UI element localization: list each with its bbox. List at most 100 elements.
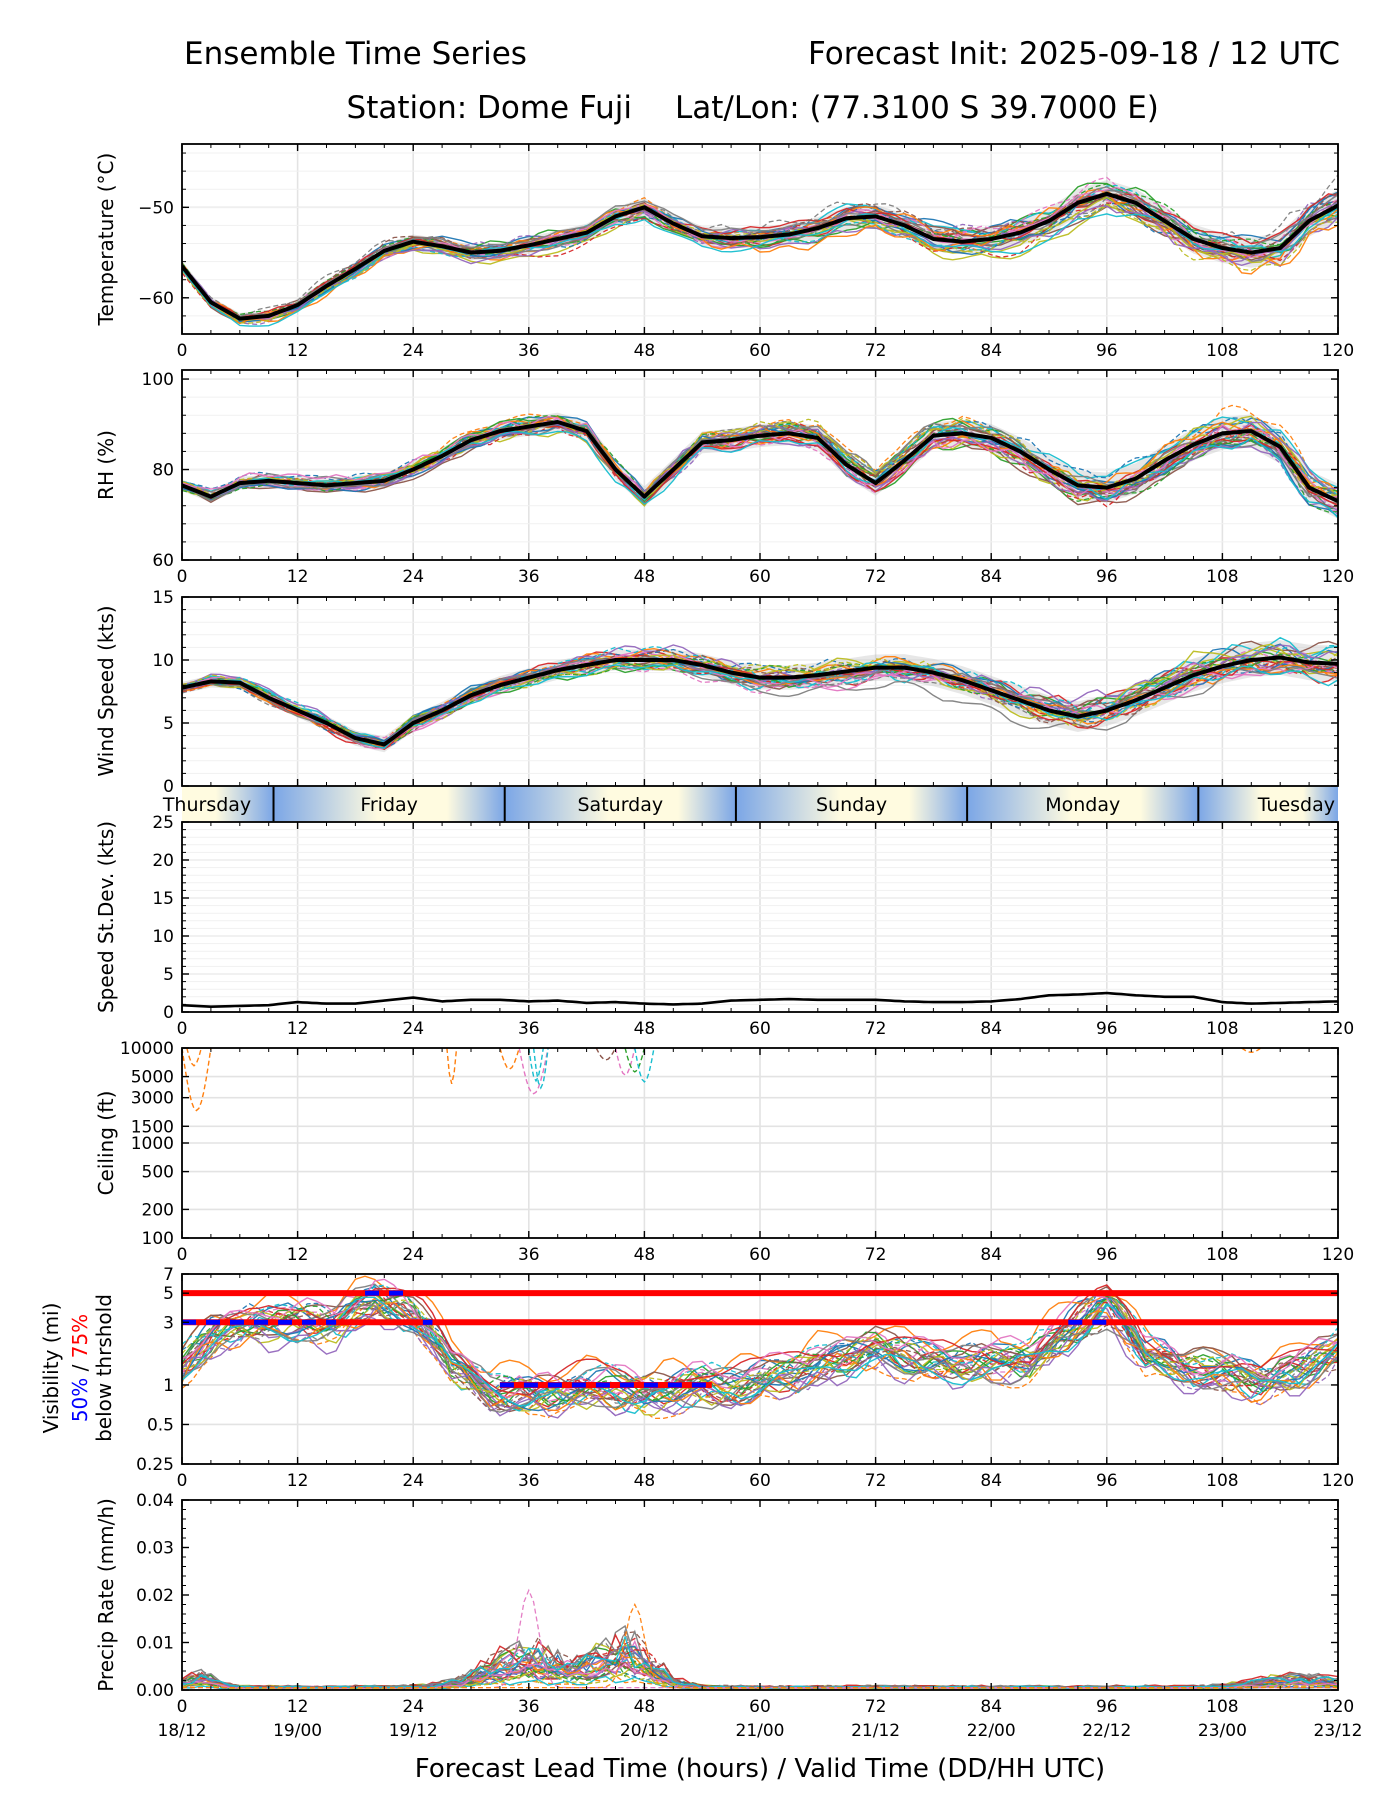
- x-tick-label: 60: [749, 567, 771, 587]
- ceiling-member-line: [528, 1048, 544, 1083]
- ceiling-member-line: [624, 1048, 646, 1073]
- y-tick-label: 15: [152, 588, 174, 608]
- ensemble-member-line: [182, 1624, 1338, 1689]
- ensemble-member-line: [182, 1637, 1338, 1689]
- panel-visibility: 0.25 0.5 1 3 57 0 12 24 36 48 60 72 84 96 108 120: [136, 1265, 1354, 1491]
- day-label: Sunday: [816, 794, 887, 816]
- x-tick-label: 84: [980, 1019, 1002, 1039]
- panel-precip: 0.00 0.01 0.02 0.03 0.04 0 18/12 12 19/00 24 19/12…: [94, 1491, 1363, 1741]
- x-tick-label: 60: [749, 341, 771, 361]
- valid-time-label: 22/00: [967, 1721, 1016, 1741]
- x-tick-label: 108: [1206, 1697, 1238, 1717]
- ensemble-member-line: [182, 184, 1338, 321]
- x-tick-label: 108: [1206, 1019, 1238, 1039]
- x-tick-label: 24: [402, 1471, 424, 1491]
- wind_speed-spread-band: [182, 640, 1338, 753]
- x-tick-label: 84: [980, 341, 1002, 361]
- ceiling-member-line: [186, 1048, 202, 1067]
- x-tick-label: 24: [402, 1019, 424, 1039]
- ensemble-member-line: [182, 1647, 1338, 1689]
- x-tick-label: 12: [287, 567, 309, 587]
- station-latlon: Lat/Lon: (77.3100 S 39.7000 E): [675, 90, 1159, 126]
- ensemble-member-line: [182, 1602, 1338, 1689]
- y-tick-label: −60: [138, 289, 174, 309]
- ensemble-member-line: [182, 1645, 1338, 1690]
- day-label: Saturday: [578, 794, 664, 816]
- y-tick-label: 10000: [120, 1039, 174, 1059]
- x-tick-label: 72: [865, 567, 887, 587]
- ceiling-members: [182, 1048, 1262, 1112]
- x-tick-label: 96: [1096, 1697, 1118, 1717]
- x-tick-label: 72: [865, 1697, 887, 1717]
- ensemble-member-line: [182, 195, 1338, 320]
- ceiling-member-line: [499, 1048, 520, 1070]
- x-tick-label: 60: [749, 1471, 771, 1491]
- y-tick-label: 0.00: [136, 1681, 174, 1701]
- x-tick-label: 96: [1096, 341, 1118, 361]
- ensemble-member-line: [182, 183, 1338, 316]
- visibility-ylabel: Visibility (mi): [39, 1303, 63, 1434]
- x-tick-label: 96: [1096, 1471, 1118, 1491]
- ensemble-member-line: [182, 1628, 1338, 1689]
- ensemble-member-line: [182, 1312, 1338, 1411]
- ceiling-member-line: [518, 1048, 549, 1095]
- y-tick-label: 5: [163, 965, 174, 985]
- wind_speed-mean-line: [182, 655, 1338, 747]
- panel-rh: 60 80 100 0 12 24 36 48 60 72 84 96 108 120 RH (%): [94, 369, 1354, 587]
- x-tick-label: 36: [518, 567, 540, 587]
- ceiling-member-line: [532, 1048, 549, 1090]
- ceiling-member-line: [595, 1048, 617, 1061]
- x-tick-label: 12: [287, 341, 309, 361]
- visibility-thresholds: [182, 1290, 1338, 1388]
- ensemble-member-line: [182, 199, 1338, 321]
- precip-frame: [181, 1499, 1339, 1691]
- x-tick-label: 36: [518, 1245, 540, 1265]
- y-tick-label: −50: [138, 198, 174, 218]
- x-tick-label: 72: [865, 1245, 887, 1265]
- ensemble-member-line: [182, 1648, 1338, 1690]
- y-tick-label: 3: [163, 1313, 174, 1333]
- x-tick-label: 96: [1096, 567, 1118, 587]
- x-tick-label: 12: [287, 1697, 309, 1717]
- ensemble-member-line: [182, 207, 1338, 327]
- day-segment: [735, 786, 968, 822]
- valid-time-label: 20/12: [620, 1721, 669, 1741]
- valid-time-label: 20/00: [504, 1721, 553, 1741]
- valid-time-label: 22/12: [1082, 1721, 1131, 1741]
- ensemble-member-line: [182, 653, 1338, 745]
- day-label: Monday: [1045, 794, 1120, 816]
- y-tick-label: 5: [163, 714, 174, 734]
- ensemble-member-line: [182, 1292, 1338, 1398]
- speed_stdev-grid: [181, 821, 1339, 1013]
- x-tick-label: 0: [177, 1245, 188, 1265]
- x-tick-label: 24: [402, 341, 424, 361]
- x-axis-label: Forecast Lead Time (hours) / Valid Time …: [415, 1754, 1105, 1784]
- temperature-mean-line: [182, 191, 1338, 321]
- valid-time-label: 21/00: [736, 1721, 785, 1741]
- ensemble-member-line: [182, 1284, 1338, 1394]
- ceiling-ylabel: Ceiling (ft): [94, 1091, 118, 1196]
- ensemble-member-line: [182, 1639, 1338, 1690]
- x-tick-label: 12: [287, 1019, 309, 1039]
- ensemble-member-line: [182, 1633, 1338, 1689]
- x-tick-label: 60: [749, 1245, 771, 1265]
- x-tick-label: 72: [865, 1471, 887, 1491]
- ensemble-member-line: [182, 1278, 1338, 1399]
- x-tick-label: 108: [1206, 1471, 1238, 1491]
- rh-ylabel: RH (%): [94, 430, 118, 500]
- ensemble-member-line: [182, 648, 1338, 739]
- speed-stdev-line: [182, 991, 1338, 1008]
- y-tick-label: 100: [142, 1229, 174, 1249]
- x-tick-label: 0: [177, 567, 188, 587]
- x-tick-label: 120: [1322, 567, 1354, 587]
- speed_stdev-ylabel: Speed St.Dev. (kts): [94, 821, 118, 1013]
- precip-members: [182, 1588, 1338, 1690]
- valid-time-label: 23/00: [1198, 1721, 1247, 1741]
- precip-ylabel: Precip Rate (mm/h): [94, 1498, 118, 1692]
- temperature-ylabel: Temperature (°C): [94, 153, 118, 327]
- y-tick-label: 200: [142, 1200, 174, 1220]
- x-tick-label: 84: [980, 1697, 1002, 1717]
- y-tick-label: 10: [152, 927, 174, 947]
- x-tick-label: 60: [749, 1019, 771, 1039]
